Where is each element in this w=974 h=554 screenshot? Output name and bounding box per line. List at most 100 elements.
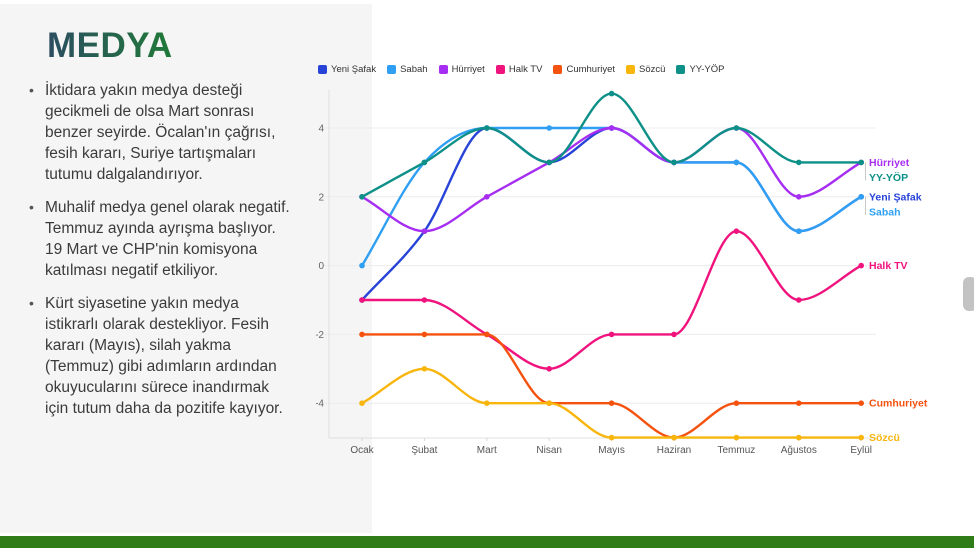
legend-swatch-icon [438,65,448,74]
data-point [733,125,740,131]
data-point [671,331,677,338]
series-end-label: Cumhuriyet [869,398,928,410]
bullet-item: Kürt siyasetine yakın medya istikrarlı o… [24,293,292,419]
data-point [484,194,490,200]
legend-swatch-icon [495,65,505,74]
line-chart-svg: 4 2 0 -2 -4 Ocak Şubat Mart Nisan Mayıs Haziran Tem… [316,90,928,456]
legend-label: Sabah [400,64,428,75]
data-point [671,159,677,166]
legend-label: Halk TV [508,64,543,75]
data-point [484,331,490,338]
data-point [858,434,864,441]
accent-bottom-bar [0,536,974,548]
data-point [546,400,552,407]
legend-item: Sözcü [626,64,665,75]
series-end-label: YY-YÖP [869,171,908,184]
data-point [796,400,802,407]
legend-label: Yeni Şafak [331,64,377,75]
series-end-label: Yeni Şafak [869,191,922,203]
data-point [733,400,740,407]
series-line [360,333,863,439]
x-axis-label: Temmuz [718,445,756,456]
legend-item: Halk TV [495,64,543,75]
series-line [360,92,863,198]
data-point [858,262,864,269]
series-end-label: Sabah [869,206,901,218]
data-point [796,194,802,200]
data-point [858,400,864,407]
legend-swatch-icon [553,65,563,74]
series-line [360,126,863,233]
series-line [360,229,863,371]
media-sentiment-chart: Yeni Şafak Sabah Hürriyet Halk TV Cumhuriyet… [316,60,974,460]
legend-item: Sabah [387,64,428,75]
data-point [546,366,552,372]
data-point [359,262,365,269]
data-point [858,159,864,166]
y-axis-tick-label: -4 [316,399,324,410]
y-axis-tick-label: 0 [318,261,324,272]
series-line [360,367,863,439]
series-end-label: Hürriyet [869,157,910,169]
y-axis-tick-label: 4 [318,124,324,135]
data-point [546,159,552,166]
data-point [546,125,552,131]
bullet-item: Muhalif medya genel olarak negatif. Temm… [24,197,292,281]
data-point [421,331,428,338]
legend-swatch-icon [626,65,636,74]
data-point [421,228,428,234]
data-point [359,400,365,407]
legend-swatch-icon [676,65,686,74]
page-title: MEDYA [47,26,173,65]
x-axis-label: Ağustos [781,445,817,456]
x-axis-label: Eylül [850,445,872,456]
x-axis-label: Nisan [536,445,562,456]
x-axis-label: Ocak [350,445,374,456]
data-point [421,297,428,303]
data-point [484,125,490,131]
y-axis-tick-label: -2 [316,330,324,341]
data-point [858,194,864,200]
y-axis-tick-label: 2 [318,192,324,203]
legend-swatch-icon [387,65,397,74]
legend-label: YY-YÖP [689,64,725,75]
legend-item: Yeni Şafak [318,64,376,75]
chart-legend: Yeni Şafak Sabah Hürriyet Halk TV Cumhuriyet… [318,64,724,75]
data-point [796,297,802,303]
data-point [796,434,802,441]
x-axis-label: Mayıs [598,445,625,456]
bullet-item: İktidara yakın medya desteği gecikmeli d… [24,80,292,185]
data-point [608,400,615,407]
x-axis-label: Şubat [411,445,437,456]
data-point [733,228,740,234]
data-point [671,434,677,441]
legend-swatch-icon [318,65,327,74]
legend-item: YY-YÖP [676,64,724,75]
legend-item: Hürriyet [438,64,485,75]
legend-label: Hürriyet [451,64,485,75]
data-point [733,434,740,441]
legend-label: Sözcü [639,64,666,75]
series-end-label: Halk TV [869,260,908,272]
bullet-list: İktidara yakın medya desteği gecikmeli d… [24,80,292,431]
data-point [421,159,428,166]
data-point [608,90,615,97]
data-point [608,125,615,131]
data-point [796,159,802,166]
x-axis-label: Mart [477,445,497,456]
left-text-panel: MEDYA İktidara yakın medya desteği gecik… [0,4,372,533]
data-point [359,194,365,200]
data-point [608,434,615,441]
data-point [421,366,428,372]
data-point [484,400,490,407]
data-point [359,331,365,338]
data-point [796,228,802,234]
scrollbar-thumb[interactable] [963,277,974,311]
data-point [733,159,740,166]
legend-label: Cumhuriyet [566,64,616,75]
x-axis-label: Haziran [657,445,691,456]
data-point [608,331,615,338]
data-point [359,297,365,303]
legend-item: Cumhuriyet [553,64,615,75]
